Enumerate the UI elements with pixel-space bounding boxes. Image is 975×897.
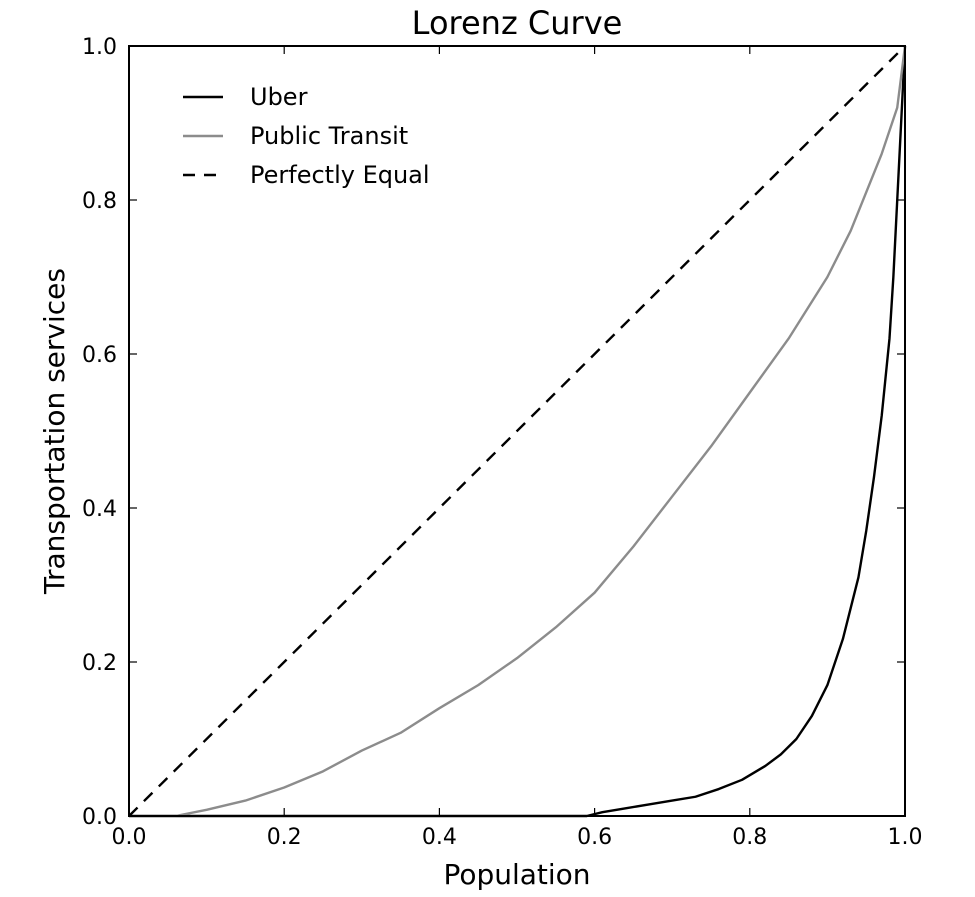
y-tick-label: 1.0: [82, 35, 117, 60]
plot-area-frame: [128, 45, 906, 817]
x-axis-title: Population: [443, 858, 590, 891]
y-tick-label: 0.2: [82, 651, 117, 676]
series-line-public-transit: [129, 45, 907, 818]
series-layer: [128, 45, 907, 818]
chart-title: Lorenz Curve: [412, 4, 623, 42]
legend-label: Public Transit: [250, 122, 408, 150]
x-tick-label: 0.2: [267, 825, 302, 850]
y-axis-ticks: 0.0 0.2 0.4 0.6 0.8 1.0: [82, 35, 905, 830]
y-tick-label: 0.0: [82, 805, 117, 830]
y-tick-label: 0.4: [82, 497, 117, 522]
x-tick-label: 1.0: [888, 825, 923, 850]
x-tick-label: 0.0: [112, 825, 147, 850]
y-tick-label: 0.6: [82, 343, 117, 368]
legend: Uber Public Transit Perfectly Equal: [183, 83, 430, 189]
series-line-uber: [129, 45, 907, 818]
legend-label: Perfectly Equal: [250, 161, 430, 189]
x-axis-ticks: 0.0 0.2 0.4 0.6 0.8 1.0: [112, 46, 923, 850]
y-axis-title: Transportation services: [38, 268, 71, 595]
series-line-perfectly-equal: [128, 45, 906, 817]
x-tick-label: 0.6: [577, 825, 612, 850]
x-tick-label: 0.4: [422, 825, 457, 850]
y-tick-label: 0.8: [82, 189, 117, 214]
x-tick-label: 0.8: [732, 825, 767, 850]
legend-label: Uber: [250, 83, 308, 111]
